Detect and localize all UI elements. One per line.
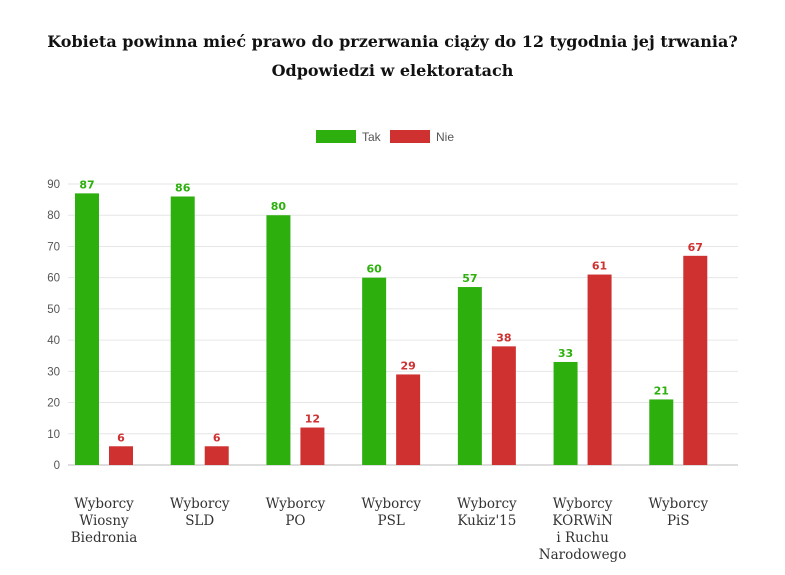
bar-tak [170, 196, 195, 465]
chart-title: Kobieta powinna mieć prawo do przerwania… [47, 32, 738, 51]
x-tick-label: Wyborcy PiS [648, 496, 708, 529]
bar-nie [300, 427, 325, 465]
y-tick-label: 40 [47, 335, 60, 347]
bar-tak [362, 277, 387, 465]
data-label: 61 [592, 260, 607, 273]
data-label: 21 [654, 384, 669, 397]
x-tick-label: Wyborcy KORWiN i Ruchu Narodowego [539, 496, 627, 563]
data-label: 38 [496, 331, 511, 344]
legend-swatch-nie[interactable] [390, 130, 430, 143]
bar-nie [587, 274, 612, 465]
data-label: 33 [558, 347, 573, 360]
data-label: 67 [688, 241, 703, 254]
bar-nie [204, 446, 229, 465]
legend-label-nie[interactable]: Nie [436, 130, 454, 144]
bar-tak [553, 361, 578, 465]
legend-label-tak[interactable]: Tak [362, 130, 382, 144]
bar-nie [396, 374, 421, 465]
y-tick-label: 20 [47, 398, 60, 410]
y-tick-label: 0 [54, 460, 60, 472]
x-tick-label: Wyborcy Wiosny Biedronia [71, 496, 138, 546]
data-label: 12 [305, 413, 320, 426]
bar-tak [649, 399, 674, 465]
bar-tak [457, 287, 482, 465]
x-tick-label: Wyborcy PSL [361, 496, 421, 529]
bar-nie [109, 446, 133, 465]
y-tick-label: 90 [47, 179, 60, 191]
y-tick-label: 70 [47, 241, 60, 253]
data-label: 80 [271, 200, 287, 213]
data-label: 6 [213, 431, 221, 444]
bar-tak [266, 215, 291, 465]
x-tick-label: Wyborcy Kukiz'15 [457, 496, 517, 529]
data-label: 87 [79, 178, 94, 191]
y-tick-label: 60 [47, 273, 60, 285]
data-label: 29 [400, 359, 415, 372]
bar-nie [683, 255, 708, 465]
legend-swatch-tak[interactable] [316, 130, 356, 143]
y-tick-label: 10 [47, 429, 60, 441]
bar-nie [491, 346, 516, 465]
chart-subtitle: Odpowiedzi w elektoratach [271, 61, 514, 80]
bar-tak [75, 193, 99, 465]
y-tick-label: 50 [47, 304, 60, 316]
y-tick-label: 30 [47, 366, 60, 378]
x-tick-label: Wyborcy PO [266, 496, 326, 529]
data-label: 57 [462, 272, 477, 285]
x-tick-label: Wyborcy SLD [170, 496, 230, 529]
data-label: 60 [366, 263, 382, 276]
data-label: 86 [175, 181, 191, 194]
y-tick-label: 80 [47, 210, 60, 222]
data-label: 6 [117, 431, 125, 444]
